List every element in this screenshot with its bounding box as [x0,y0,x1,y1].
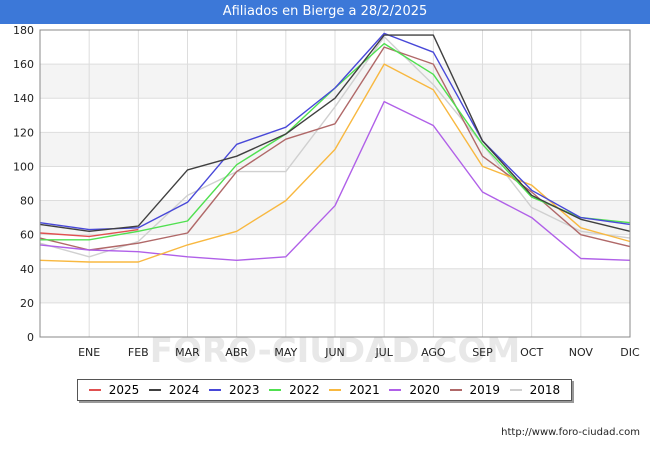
legend-item-2021: 2021 [329,383,380,397]
x-tick-label: AGO [421,346,446,359]
legend-swatch [269,389,282,391]
y-tick-label: 40 [20,263,34,276]
y-tick-label: 120 [13,126,34,139]
legend-label: 2023 [229,383,260,397]
x-tick-label: MAY [274,346,297,359]
x-tick-label: NOV [569,346,594,359]
watermark-text: FORO-CIUDAD.COM [150,331,521,371]
footer-url: http://www.foro-ciudad.com [501,427,640,438]
legend: 2025 2024 2023 2022 2021 2020 2019 2018 [77,379,572,401]
x-tick-label: FEB [128,346,149,359]
y-tick-label: 140 [13,92,34,105]
series-line-2020 [39,100,631,261]
legend-label: 2025 [108,383,140,397]
legend-label: 2019 [469,383,501,397]
series-line-2021 [39,63,631,263]
y-tick-label: 0 [27,331,34,344]
x-axis-ticks: ENE FEB MAR ABR MAY JUN JUL AGO SEP OCT NOV DIC [78,346,640,359]
chart-title: Afiliados en Bierge a 28/2/2025 [0,0,650,24]
legend-swatch [509,389,522,391]
legend-swatch [389,389,402,391]
y-axis-ticks: 0 20 40 60 80 100 120 140 160 180 [13,24,34,344]
y-tick-label: 180 [13,24,34,37]
y-tick-label: 80 [20,195,34,208]
legend-label: 2018 [529,383,561,397]
legend-item-2023: 2023 [209,383,260,397]
y-tick-label: 100 [13,160,34,173]
plot-border [39,29,631,338]
legend-item-2024: 2024 [148,383,200,397]
x-tick-label: JUN [324,346,345,359]
x-tick-label: ENE [78,346,100,359]
legend-swatch [88,389,101,391]
y-tick-label: 20 [20,297,34,310]
legend-swatch [329,389,342,391]
series-line-2019 [39,46,631,251]
legend-label: 2024 [168,383,200,397]
series-lines [39,32,631,263]
legend-label: 2021 [349,383,380,397]
series-line-2025 [39,228,139,238]
legend-label: 2022 [289,383,320,397]
legend-item-2025: 2025 [88,383,140,397]
x-tick-label: SEP [472,346,493,359]
series-line-2018 [39,36,631,258]
legend-item-2022: 2022 [269,383,320,397]
x-tick-label: MAR [175,346,200,359]
series-line-2024 [39,34,631,233]
legend-swatch [209,389,222,391]
y-tick-label: 60 [20,229,34,242]
x-tick-label: OCT [520,346,543,359]
legend-item-2019: 2019 [449,383,501,397]
legend-item-2020: 2020 [389,383,440,397]
y-tick-label: 160 [13,58,34,71]
legend-swatch [449,389,462,391]
legend-label: 2020 [409,383,440,397]
legend-item-2018: 2018 [509,383,561,397]
x-tick-label: JUL [374,346,393,359]
series-line-2023 [39,32,631,231]
x-tick-label: ABR [225,346,248,359]
legend-swatch [148,389,161,391]
x-tick-label: DIC [620,346,640,359]
